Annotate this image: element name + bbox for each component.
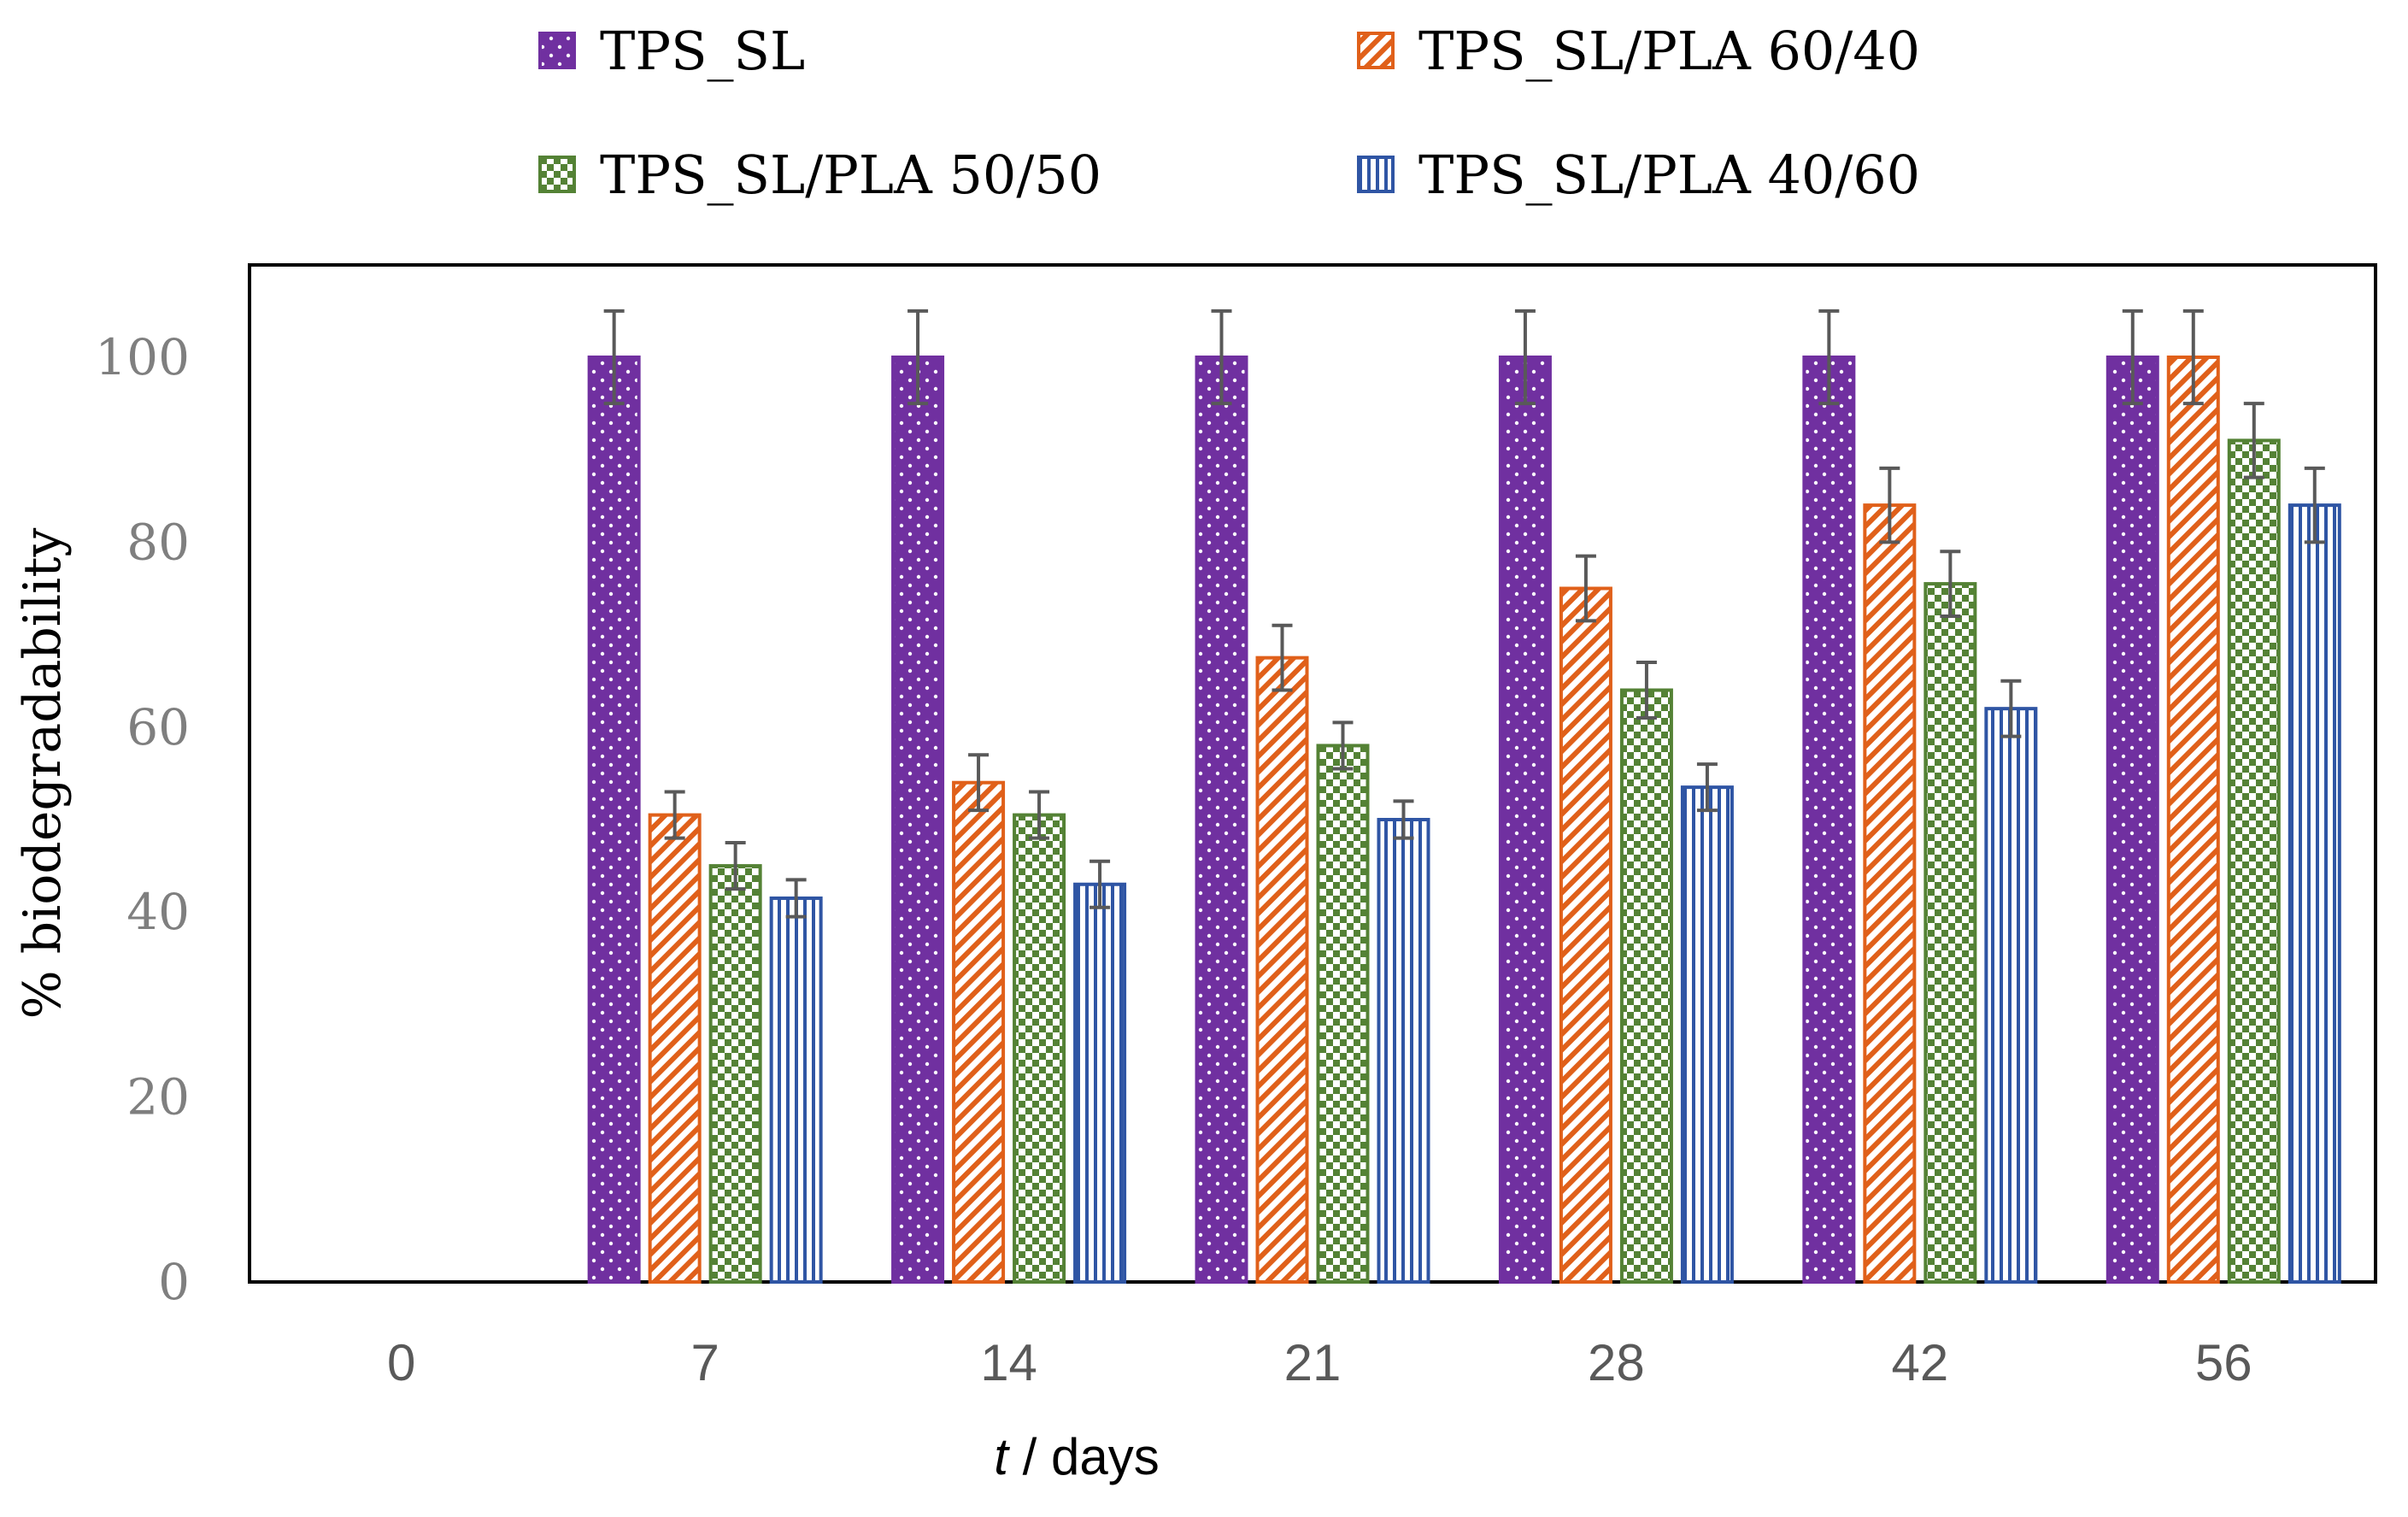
error-bar-tps-sl-pla-40-60-day-42 — [2000, 679, 2022, 738]
error-bar-tps-sl-pla-40-60-day-56 — [2304, 466, 2325, 544]
x-tick-label: 56 — [2195, 1334, 2252, 1391]
bar-tps-sl-pla-60-40-day-14 — [952, 780, 1006, 1284]
bar-tps-sl-pla-50-50-day-28 — [1619, 688, 1673, 1284]
bar-tps-sl-pla-60-40-day-56 — [2166, 356, 2220, 1284]
error-bar-tps-sl-pla-60-40-day-14 — [968, 753, 990, 813]
y-axis-ticks: 0 20 40 60 80 100 — [95, 328, 190, 1311]
x-tick-label: 21 — [1284, 1334, 1342, 1391]
bar-tps-sl-pla-40-60-day-56 — [2288, 503, 2341, 1284]
legend-label: TPS_SL/PLA 50/50 — [600, 144, 1101, 206]
legend-swatch — [538, 32, 576, 69]
x-axis-ticks: 0 7 14 21 28 42 56 — [387, 1334, 2252, 1391]
error-bar-tps-sl-pla-60-40-day-21 — [1272, 623, 1293, 692]
y-tick-label: 100 — [95, 328, 190, 386]
bar-tps-sl-day-14 — [891, 356, 945, 1284]
error-bars — [603, 309, 2325, 919]
bar-tps-sl-day-56 — [2106, 356, 2159, 1284]
bar-tps-sl-day-28 — [1498, 356, 1552, 1284]
legend-swatch — [1357, 32, 1395, 69]
bar-tps-sl-day-7 — [587, 356, 641, 1284]
error-bar-tps-sl-day-14 — [907, 309, 929, 406]
x-tick-label: 7 — [690, 1334, 719, 1391]
bar-tps-sl-pla-40-60-day-28 — [1680, 785, 1734, 1284]
bar-tps-sl-pla-50-50-day-42 — [1923, 582, 1977, 1284]
legend-label: TPS_SL — [600, 20, 805, 82]
error-bar-tps-sl-pla-60-40-day-42 — [1879, 466, 1900, 544]
error-bar-tps-sl-day-7 — [603, 309, 625, 406]
x-tick-label: 28 — [1588, 1334, 1645, 1391]
legend-item-tps-sl-pla-40-60: TPS_SL/PLA 40/60 — [1357, 144, 1920, 206]
bar-tps-sl-pla-60-40-day-42 — [1863, 503, 1917, 1284]
y-tick-label: 80 — [126, 513, 190, 571]
bar-tps-sl-day-21 — [1195, 356, 1248, 1284]
error-bar-tps-sl-day-42 — [1818, 309, 1840, 406]
error-bar-tps-sl-pla-40-60-day-21 — [1393, 799, 1414, 840]
x-axis-label-variable: t — [994, 1428, 1010, 1485]
y-tick-label: 20 — [126, 1068, 190, 1126]
x-tick-label: 0 — [387, 1334, 415, 1391]
bar-tps-sl-pla-40-60-day-21 — [1377, 818, 1430, 1284]
error-bar-tps-sl-pla-60-40-day-7 — [664, 790, 685, 840]
legend-swatch — [1357, 156, 1395, 193]
x-tick-label: 42 — [1891, 1334, 1948, 1391]
error-bar-tps-sl-day-21 — [1211, 309, 1232, 406]
legend: TPS_SL TPS_SL/PLA 60/40 TPS_SL/PLA 50/50 TP… — [538, 20, 1920, 206]
y-tick-label: 40 — [126, 883, 190, 941]
error-bar-tps-sl-pla-50-50-day-28 — [1636, 661, 1657, 720]
bar-tps-sl-pla-40-60-day-14 — [1073, 882, 1127, 1284]
bar-tps-sl-pla-50-50-day-56 — [2227, 438, 2281, 1284]
error-bar-tps-sl-day-28 — [1514, 309, 1536, 406]
bar-tps-sl-pla-50-50-day-14 — [1013, 813, 1066, 1284]
legend-item-tps-sl-pla-50-50: TPS_SL/PLA 50/50 — [538, 144, 1101, 206]
error-bar-tps-sl-pla-50-50-day-42 — [1940, 550, 1961, 618]
legend-item-tps-sl: TPS_SL — [538, 20, 805, 82]
y-tick-label: 0 — [158, 1253, 190, 1311]
bar-tps-sl-pla-60-40-day-21 — [1255, 656, 1309, 1284]
error-bar-tps-sl-pla-50-50-day-7 — [725, 841, 746, 891]
bar-tps-sl-pla-50-50-day-7 — [708, 864, 762, 1284]
x-axis-label-unit: / days — [1008, 1428, 1160, 1485]
x-tick-label: 14 — [980, 1334, 1037, 1391]
y-tick-label: 60 — [126, 698, 190, 756]
bars — [587, 356, 2341, 1284]
bar-tps-sl-pla-60-40-day-7 — [648, 813, 702, 1284]
bar-tps-sl-pla-40-60-day-42 — [1984, 707, 2038, 1284]
y-axis-label: % biodegradability — [13, 528, 73, 1020]
legend-swatch — [538, 156, 576, 193]
error-bar-tps-sl-pla-40-60-day-7 — [785, 878, 807, 919]
error-bar-tps-sl-pla-50-50-day-14 — [1029, 790, 1050, 840]
error-bar-tps-sl-pla-40-60-day-14 — [1089, 859, 1111, 909]
legend-label: TPS_SL/PLA 40/60 — [1418, 144, 1920, 206]
legend-item-tps-sl-pla-60-40: TPS_SL/PLA 60/40 — [1357, 20, 1920, 82]
error-bar-tps-sl-pla-50-50-day-21 — [1332, 720, 1354, 771]
bar-tps-sl-pla-40-60-day-7 — [769, 896, 823, 1284]
error-bar-tps-sl-pla-60-40-day-28 — [1575, 554, 1596, 623]
plot-area-frame — [248, 263, 2377, 1284]
error-bar-tps-sl-day-56 — [2122, 309, 2143, 406]
error-bar-tps-sl-pla-50-50-day-56 — [2243, 402, 2264, 479]
legend-label: TPS_SL/PLA 60/40 — [1418, 20, 1920, 82]
bar-tps-sl-pla-50-50-day-21 — [1316, 744, 1370, 1284]
bar-tps-sl-day-42 — [1802, 356, 1856, 1284]
x-axis-label: t / days — [994, 1428, 1159, 1485]
bar-tps-sl-pla-60-40-day-28 — [1559, 586, 1612, 1284]
error-bar-tps-sl-pla-60-40-day-56 — [2182, 309, 2204, 406]
error-bar-tps-sl-pla-40-60-day-28 — [1696, 762, 1718, 813]
